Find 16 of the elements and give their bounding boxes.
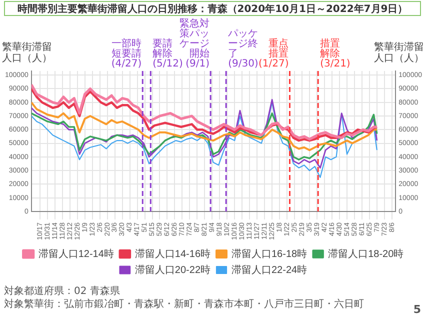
ref-line-label: 一部時短要請(4/27) <box>111 38 142 70</box>
legend-label: 滞留人口14-16時 <box>134 248 210 260</box>
ref-line-label: パッケージ終了(9/30) <box>227 28 258 70</box>
legend-label: 滞留人口16-18時 <box>232 248 308 260</box>
legend-label: 滞留人口12-14時 <box>38 248 114 260</box>
legend-label: 滞留人口18-20時 <box>328 248 404 260</box>
text: 対象都道府県：02 青森県 <box>4 286 120 297</box>
chart-title: 時間帯別主要繁華街滞留人口の日別推移：青森（2020年10月1日～2022年7月9日） <box>4 1 421 16</box>
text: 5 <box>413 303 421 316</box>
y2-axis-title: 繁華街滞留人口（人） <box>374 42 425 64</box>
text: 対象繁華街：弘前市鍛冶町・青森駅・新町・青森市本町・八戸市三日町・六日町 <box>4 299 364 310</box>
ref-line-label: 措置解除(3/21) <box>320 38 350 70</box>
y-axis-title: 繁華街滞留人口（人） <box>2 42 53 64</box>
legend-label: 滞留人口22-24時 <box>232 264 308 276</box>
legend-label: 滞留人口20-22時 <box>134 264 210 276</box>
ref-line-label: 重点措置(1/27) <box>258 38 289 70</box>
